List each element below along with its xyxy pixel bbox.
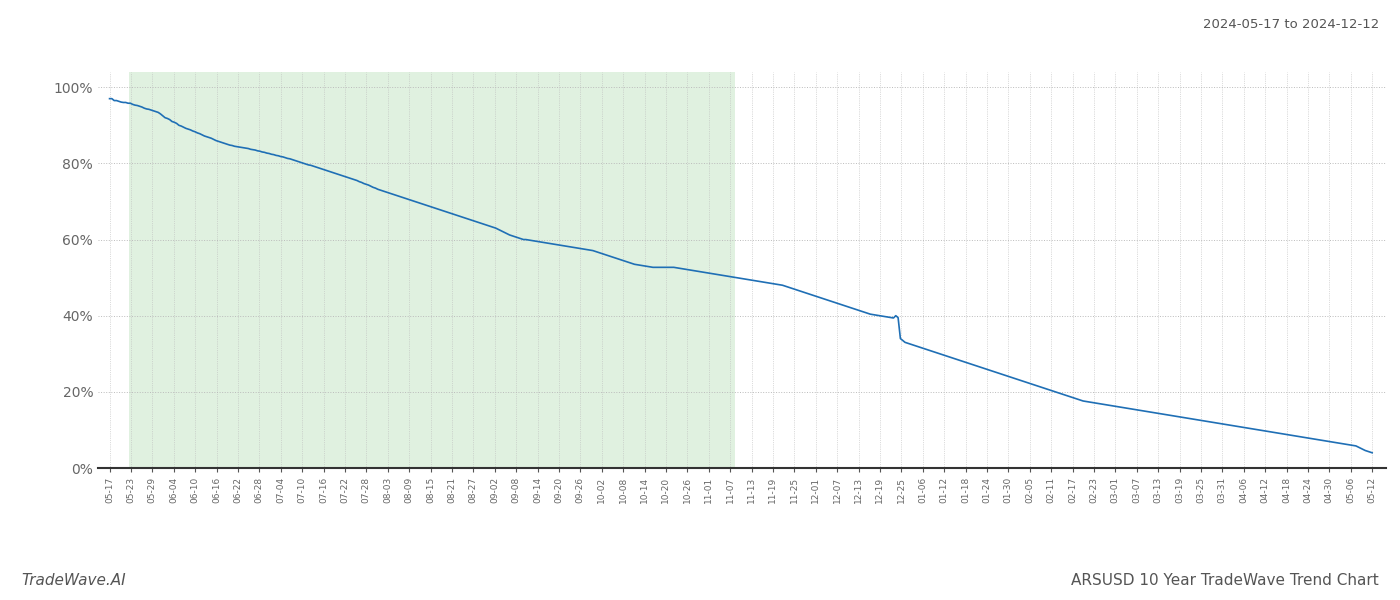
Text: 2024-05-17 to 2024-12-12: 2024-05-17 to 2024-12-12 [1203, 18, 1379, 31]
Text: TradeWave.AI: TradeWave.AI [21, 573, 126, 588]
Bar [129, 72, 735, 468]
Text: ARSUSD 10 Year TradeWave Trend Chart: ARSUSD 10 Year TradeWave Trend Chart [1071, 573, 1379, 588]
